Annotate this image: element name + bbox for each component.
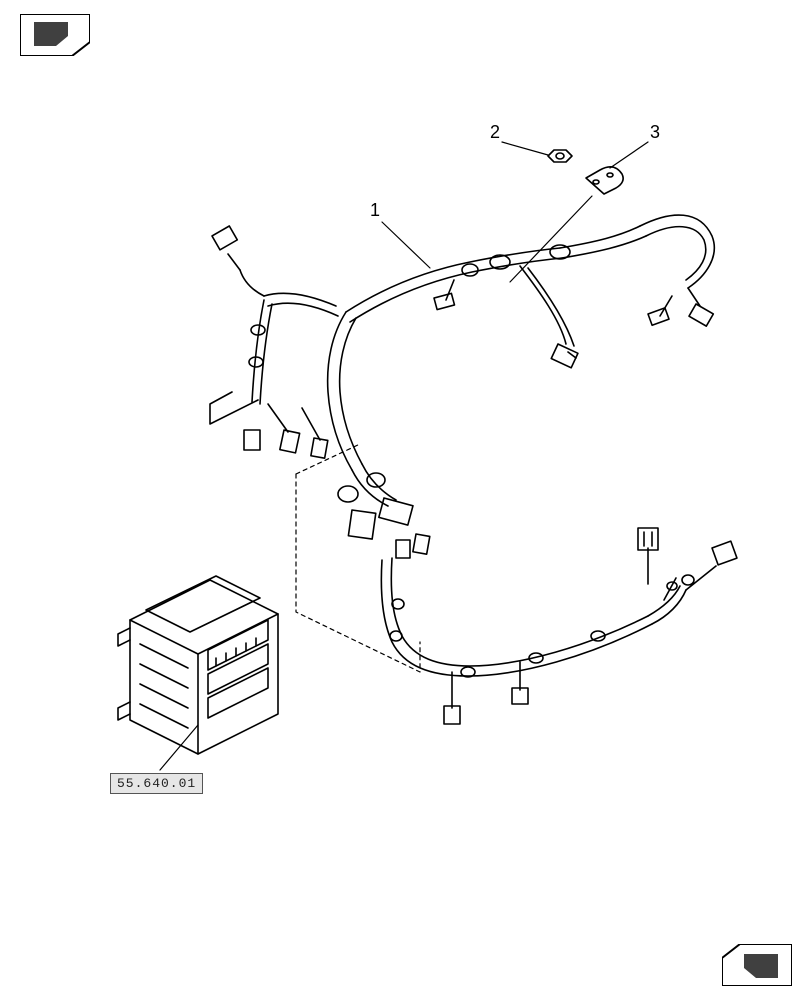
parts-diagram [0, 0, 812, 1000]
